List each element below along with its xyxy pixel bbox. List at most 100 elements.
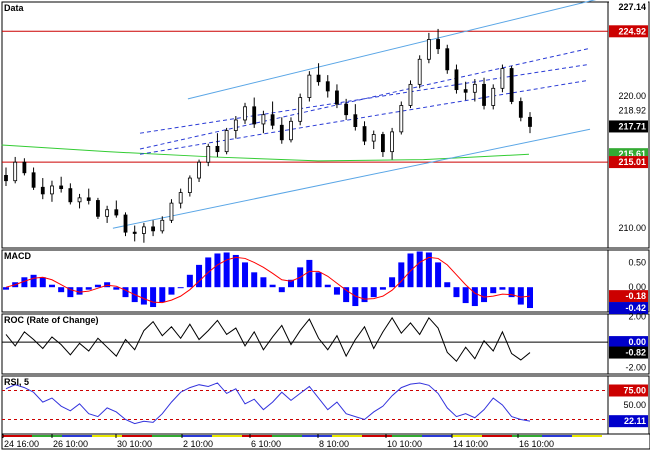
- candle-body-8: [77, 197, 82, 203]
- macd-bar-36: [333, 287, 340, 295]
- time-strip-seg-15: [452, 435, 482, 437]
- candle-body-3: [31, 172, 36, 188]
- time-label-0: 24 16:00: [4, 439, 39, 449]
- macd-bar-30: [278, 287, 285, 293]
- time-strip-seg-9: [272, 435, 302, 437]
- macd-bar-48: [444, 282, 451, 288]
- macd-bar-57: [527, 287, 533, 309]
- time-label-8: 16 10:00: [519, 439, 554, 449]
- price-tick-210: 210.00: [618, 223, 646, 233]
- time-strip-seg-5: [152, 435, 182, 437]
- time-strip-seg-2: [62, 435, 92, 437]
- candle-body-38: [353, 114, 358, 127]
- macd-bar-21: [196, 264, 203, 288]
- candle-body-33: [307, 74, 312, 98]
- candle-body-11: [105, 209, 110, 217]
- macd-bar-20: [186, 274, 193, 288]
- candle-body-56: [518, 101, 523, 118]
- macd-bar-45: [416, 251, 423, 288]
- candle-body-32: [298, 97, 303, 122]
- candle-body-5: [50, 185, 54, 195]
- candle-body-45: [417, 58, 422, 85]
- macd-bar-53: [490, 287, 497, 294]
- candle-body-27: [252, 106, 257, 125]
- macd-bar-55: [508, 287, 515, 298]
- macd-label-signal-bg: [609, 290, 648, 303]
- panel-macd: [1, 249, 609, 313]
- candle-body-49: [454, 69, 459, 91]
- macd-bar-28: [260, 277, 267, 288]
- candle-body-12: [114, 209, 119, 216]
- candle-body-19: [178, 192, 183, 204]
- candle-body-6: [59, 185, 64, 190]
- macd-bar-9: [85, 287, 92, 290]
- rsi-label-75-bg: [609, 384, 648, 397]
- price-label-green-a: 215.61: [618, 149, 646, 159]
- macd-bar-10: [94, 284, 101, 288]
- price-label-top: 227.14: [618, 2, 646, 12]
- candle-body-35: [325, 81, 330, 92]
- macd-bar-50: [462, 287, 469, 304]
- time-axis: [1, 433, 650, 450]
- candle-body-30: [279, 124, 284, 141]
- macd-bar-34: [315, 272, 322, 288]
- panel-rsi: [1, 375, 609, 435]
- candle-body-7: [68, 188, 73, 203]
- macd-bar-42: [389, 277, 396, 288]
- time-strip-seg-1: [32, 435, 62, 437]
- macd-bar-3: [30, 274, 37, 288]
- candle-body-51: [472, 83, 477, 93]
- time-label-1: 26 10:00: [53, 439, 88, 449]
- candle-body-23: [215, 145, 220, 153]
- roc-line: [5, 316, 531, 363]
- macd-bar-37: [343, 287, 350, 303]
- macd-bar-5: [48, 284, 55, 288]
- roc-label-zero: 0.00: [628, 337, 646, 347]
- time-strip-seg-19: [572, 435, 602, 437]
- macd-bar-16: [150, 287, 157, 308]
- macd-bar-27: [251, 272, 258, 288]
- candle-body-36: [335, 90, 339, 105]
- macd-bar-29: [269, 284, 276, 288]
- macd-bar-41: [379, 287, 386, 290]
- candle-body-40: [371, 134, 376, 142]
- macd-bar-40: [370, 287, 377, 298]
- candle-body-16: [151, 226, 155, 232]
- macd-bar-33: [306, 259, 313, 288]
- time-strip-seg-17: [512, 435, 542, 437]
- candle-body-52: [482, 83, 486, 106]
- candle-body-48: [445, 48, 450, 71]
- macd-bar-52: [481, 287, 488, 303]
- candle-body-55: [509, 68, 514, 102]
- rsi-label-last: 22.11: [624, 416, 646, 426]
- time-strip-seg-14: [422, 435, 452, 437]
- rsi-tick-50: 50.00: [623, 400, 646, 410]
- price-label-support: 215.01: [618, 157, 646, 167]
- macd-bar-2: [21, 277, 28, 288]
- time-label-7: 14 10:00: [453, 439, 488, 449]
- channel-upper: [187, 0, 597, 100]
- macd-tick-050: 0.50: [628, 257, 646, 267]
- time-strip-seg-18: [542, 435, 572, 437]
- macd-bar-7: [67, 287, 74, 298]
- candle-body-2: [22, 161, 27, 174]
- time-strip-seg-10: [302, 435, 332, 437]
- candle-body-9: [86, 197, 91, 201]
- rsi-panel-title: RSI, 5: [4, 377, 29, 387]
- time-label-6: 10 10:00: [387, 439, 422, 449]
- candle-body-13: [123, 214, 128, 233]
- macd-bar-39: [361, 287, 368, 303]
- channel-lower: [112, 128, 591, 229]
- candle-body-14: [132, 231, 137, 234]
- candle-body-18: [169, 202, 174, 221]
- macd-bar-46: [425, 252, 432, 288]
- price-tick-220: 220.00: [618, 91, 646, 101]
- macd-bar-47: [435, 262, 442, 288]
- macd-bar-23: [214, 253, 221, 288]
- macd-bar-31: [287, 279, 294, 288]
- macd-bar-24: [223, 252, 230, 288]
- candle-body-34: [316, 74, 321, 83]
- candle-body-54: [500, 68, 505, 89]
- rsi-label-last-bg: [609, 415, 648, 428]
